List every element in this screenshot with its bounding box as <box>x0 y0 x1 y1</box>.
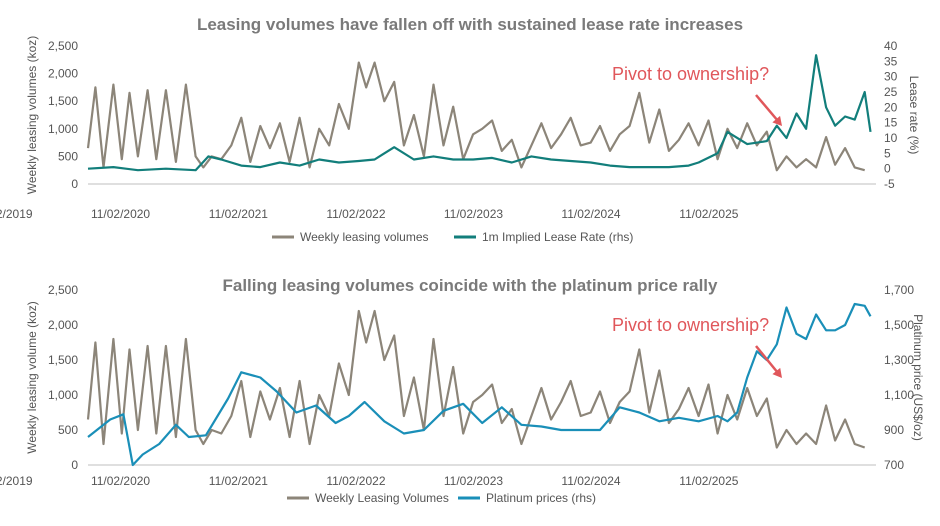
chart-2: Falling leasing volumes coincide with th… <box>0 276 925 505</box>
series-line-2 <box>87 54 872 172</box>
y2-tick-label: 1,300 <box>884 353 914 367</box>
y2-axis-title: Platinum price (US$/oz) <box>911 314 925 441</box>
y2-tick-label: 0 <box>884 162 891 176</box>
annotation-arrow <box>755 94 779 122</box>
y-tick-label: 500 <box>58 149 78 163</box>
y2-tick-label: 10 <box>884 131 898 145</box>
y2-tick-label: 1,100 <box>884 388 914 402</box>
series-line-1 <box>86 309 866 449</box>
y2-axis-title: Lease rate (%) <box>907 76 921 155</box>
legend-label: 1m Implied Lease Rate (rhs) <box>482 230 633 244</box>
annotation-text: Pivot to ownership? <box>612 64 769 84</box>
y2-tick-label: 900 <box>884 423 904 437</box>
x-tick-label: 11/02/2020 <box>91 207 150 221</box>
annotation-arrowhead <box>772 115 782 126</box>
legend-label: Platinum prices (rhs) <box>486 491 596 505</box>
x-tick-label: 11/02/2025 <box>679 207 738 221</box>
x-tick-label: 11/02/2024 <box>561 207 620 221</box>
y-tick-label: 2,000 <box>48 67 78 81</box>
y-tick-label: 1,500 <box>48 353 78 367</box>
y-tick-label: 2,500 <box>48 283 78 297</box>
y-tick-label: 2,500 <box>48 39 78 53</box>
chart-1: Leasing volumes have fallen off with sus… <box>0 15 921 244</box>
legend-label: Weekly leasing volumes <box>300 230 429 244</box>
y2-tick-label: 1,700 <box>884 283 914 297</box>
y2-tick-label: 700 <box>884 458 904 472</box>
x-tick-label: 11/02/2022 <box>326 207 385 221</box>
y2-tick-label: 35 <box>884 54 898 68</box>
y2-tick-label: 40 <box>884 39 898 53</box>
y2-tick-label: 5 <box>884 146 891 160</box>
legend-label: Weekly Leasing Volumes <box>315 491 449 505</box>
x-tick-label: 11/02/2022 <box>326 474 385 488</box>
series-line-1 <box>86 61 865 172</box>
y-tick-label: 1,000 <box>48 388 78 402</box>
y-tick-label: 2,000 <box>48 318 78 332</box>
x-tick-label: 11/02/2020 <box>91 474 150 488</box>
x-tick-label: 11/02/2021 <box>209 207 268 221</box>
y-tick-label: 500 <box>58 423 78 437</box>
annotation-arrow <box>755 345 779 374</box>
x-tick-label: 11/02/2025 <box>679 474 738 488</box>
y-tick-label: 0 <box>71 458 78 472</box>
x-tick-label: 11/02/2021 <box>209 474 268 488</box>
y2-tick-label: 15 <box>884 116 898 130</box>
y2-tick-label: 30 <box>884 70 898 84</box>
chart-title: Falling leasing volumes coincide with th… <box>222 276 718 295</box>
y2-tick-label: 25 <box>884 85 898 99</box>
y-axis-title: Weekly leasing volumes (koz) <box>25 36 39 195</box>
chart-title: Leasing volumes have fallen off with sus… <box>197 15 743 34</box>
x-tick-label: 11/02/2019 <box>0 207 33 221</box>
y2-tick-label: 20 <box>884 100 898 114</box>
y-tick-label: 1,500 <box>48 94 78 108</box>
y2-tick-label: 1,500 <box>884 318 914 332</box>
y-axis-title: Weekly leasing volume (koz) <box>25 301 39 454</box>
annotation-text: Pivot to ownership? <box>612 315 769 335</box>
x-tick-label: 11/02/2023 <box>444 207 503 221</box>
y-tick-label: 1,000 <box>48 122 78 136</box>
series-line-2 <box>87 302 872 467</box>
y2-tick-label: -5 <box>884 177 895 191</box>
x-tick-label: 11/02/2019 <box>0 474 33 488</box>
x-tick-label: 11/02/2023 <box>444 474 503 488</box>
y-tick-label: 0 <box>71 177 78 191</box>
x-tick-label: 11/02/2024 <box>561 474 620 488</box>
annotation-arrowhead <box>772 367 782 378</box>
